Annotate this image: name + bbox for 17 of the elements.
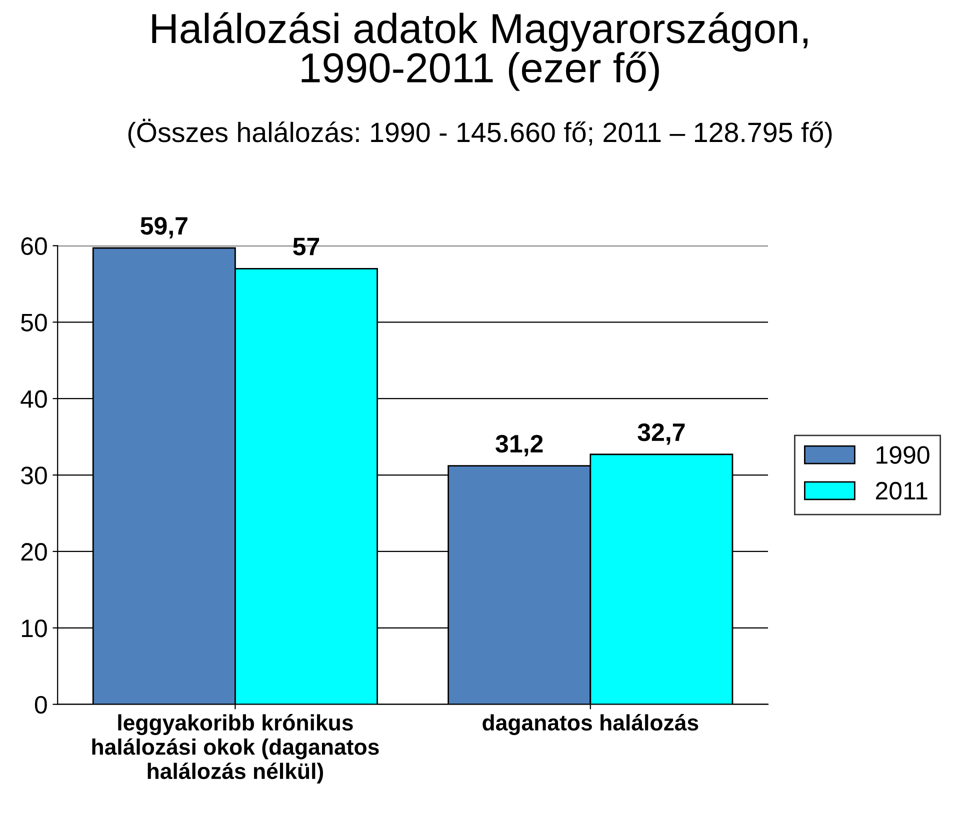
y-tick-label: 10 [22, 620, 47, 638]
data-label: 59,7 [140, 217, 188, 238]
data-label: 31,2 [496, 434, 543, 456]
x-tick-label: daganatos halálozás [482, 714, 698, 736]
chart-title: Halálozási adatok Magyarországon, 1990-2011 (ezer fő) [152, 12, 808, 91]
legend-label: 1990 [876, 446, 930, 464]
data-label: 57 [293, 238, 320, 256]
data-label: 32,7 [638, 423, 685, 445]
chart-subtitle: (Összes halálozás: 1990 - 145.660 fő; 2011 – 128.795 fő) [128, 118, 832, 148]
y-tick-label: 30 [21, 466, 47, 484]
y-tick-label: 20 [21, 543, 47, 561]
legend-label: 2011 [876, 482, 928, 500]
y-tick-label: 40 [20, 390, 47, 408]
x-tick-label: leggyakoribb krónikus halálozási okok (daganatos halálozás nélkül) [92, 714, 379, 784]
y-tick-label: 0 [34, 696, 47, 714]
y-tick-label: 50 [21, 314, 47, 332]
y-tick-label: 60 [21, 237, 47, 256]
